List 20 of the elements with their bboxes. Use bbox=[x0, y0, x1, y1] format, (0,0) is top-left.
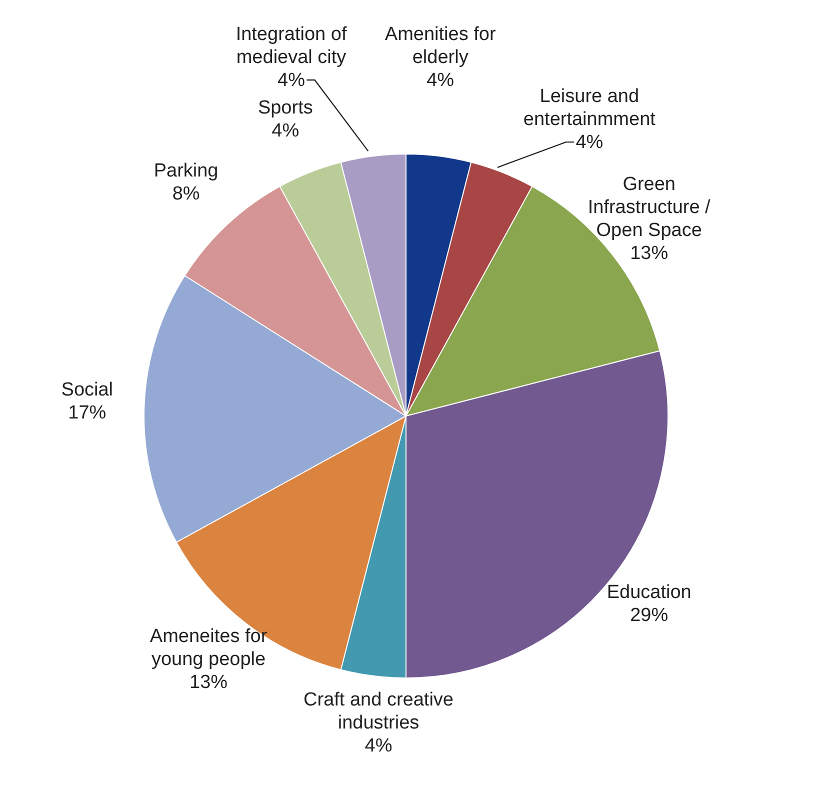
data-label: 4% bbox=[426, 69, 454, 90]
data-label: 13% bbox=[190, 672, 228, 693]
slice-label: Integration of medieval city bbox=[236, 23, 348, 68]
data-label: 8% bbox=[172, 183, 200, 204]
data-label: 4% bbox=[272, 120, 300, 142]
slice-label: Sports bbox=[258, 97, 313, 118]
data-label: 17% bbox=[68, 402, 106, 424]
slice-label: Amenities for elderly bbox=[384, 23, 496, 68]
slice-label: Ameneites for young people bbox=[150, 626, 268, 670]
data-label: 4% bbox=[364, 735, 392, 756]
data-label: 13% bbox=[630, 242, 668, 264]
data-label: 4% bbox=[278, 69, 306, 90]
slice-label: Green Infrastructure / Open Space bbox=[588, 174, 712, 241]
slice-label: Social bbox=[61, 379, 114, 400]
data-label: 29% bbox=[630, 604, 668, 626]
slice-label: Parking bbox=[154, 160, 218, 182]
slice-label: Leisure and entertainmment bbox=[523, 86, 656, 130]
data-label: 4% bbox=[576, 132, 604, 153]
slice-label: Craft and creative industries bbox=[304, 689, 454, 734]
slice-label: Education bbox=[606, 581, 692, 602]
